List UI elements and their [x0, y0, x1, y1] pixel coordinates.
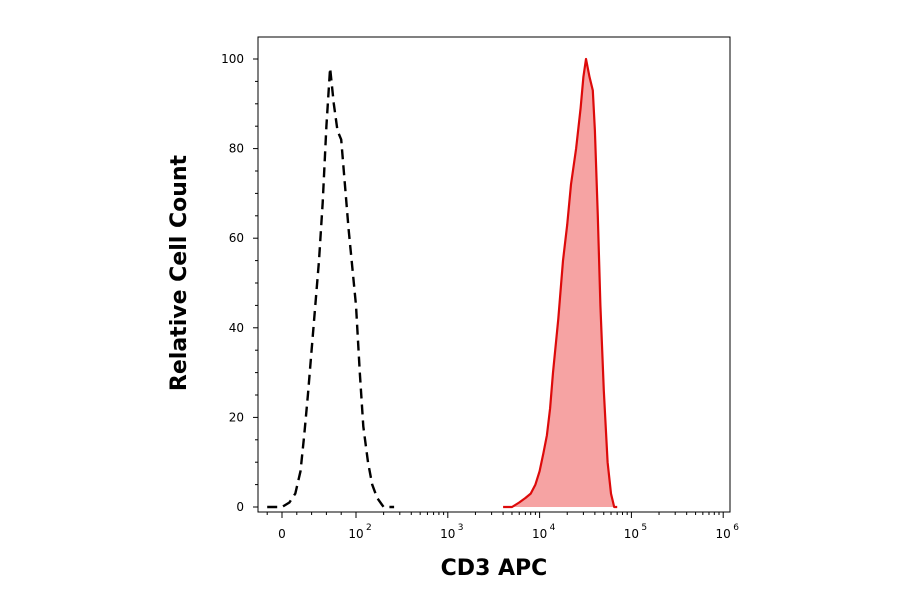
y-tick-label: 80 — [229, 142, 244, 156]
x-tick-exponent: 6 — [733, 523, 739, 533]
y-axis-title: Relative Cell Count — [167, 154, 192, 391]
x-tick-exponent: 4 — [550, 523, 556, 533]
y-tick-label: 20 — [229, 410, 244, 424]
x-axis-title: CD3 APC — [441, 556, 548, 581]
x-tick-exponent: 5 — [641, 523, 647, 533]
y-tick-label: 100 — [221, 52, 244, 66]
x-tick-label: 0 — [278, 527, 286, 541]
series-1-line — [503, 57, 618, 509]
x-tick-exponent: 2 — [366, 523, 372, 533]
x-tick-label: 10 — [716, 527, 731, 541]
x-tick-label: 10 — [532, 527, 547, 541]
x-tick-label: 10 — [348, 527, 363, 541]
series-layer — [267, 57, 618, 509]
x-tick-exponent: 3 — [458, 523, 464, 533]
x-tick-label: 10 — [624, 527, 639, 541]
y-tick-label: 40 — [229, 321, 244, 335]
series-0-line — [267, 66, 395, 509]
axes-layer — [257, 36, 731, 513]
x-tick-label: 10 — [440, 527, 455, 541]
y-tick-label: 0 — [236, 500, 244, 514]
series-1-area — [503, 59, 618, 507]
y-tick-label: 60 — [229, 231, 244, 245]
plot-frame — [257, 36, 731, 513]
